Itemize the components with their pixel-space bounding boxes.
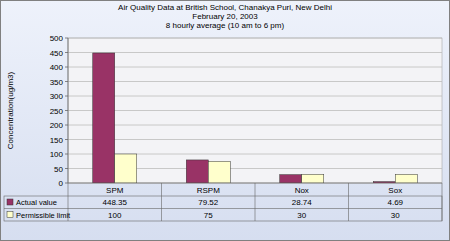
grid-line [68,38,442,39]
table-value: 30 [297,211,306,220]
grid-line [68,125,442,126]
table-frame [4,196,442,221]
grid-line [68,96,442,97]
table-line [255,183,256,221]
bar [115,154,137,183]
grid-line [68,52,442,53]
tick-label: 0 [59,179,64,188]
y-axis-label: Concentration(ug/m3) [6,71,15,149]
category-label: Sox [388,186,402,195]
legend-key [7,212,13,218]
grid-line [68,81,442,82]
bar [93,53,115,183]
table-value: 30 [391,211,400,220]
category-label: RSPM [197,186,220,195]
chart-background [1,1,450,241]
bars [93,53,418,183]
title: Air Quality Data at British School, Chan… [118,3,332,12]
category-label: Nox [295,186,309,195]
tick-mark [65,139,68,140]
tick-mark [65,168,68,169]
grid-line [68,110,442,111]
bar [186,160,208,183]
grid-line [68,139,442,140]
table-line [4,208,442,209]
bar [208,161,230,183]
legend-key [7,199,13,205]
tick-label: 350 [50,78,64,87]
chart: Air Quality Data at British School, Chan… [0,0,450,241]
bar [302,174,324,183]
tick-mark [65,67,68,68]
subtitle: 8 hourly average (10 am to 6 pm) [166,21,285,30]
table-line [348,183,349,221]
y-axis [68,38,69,183]
table-line [161,183,162,221]
legend-label: Actual value [16,198,57,207]
table-value: 28.74 [292,198,313,207]
table-value: 75 [204,211,213,220]
table-value: 448.35 [103,198,128,207]
tick-label: 150 [50,136,64,145]
tick-mark [65,183,68,184]
grid-line [68,67,442,68]
table-value: 100 [108,211,122,220]
tick-label: 250 [50,107,64,116]
tick-label: 400 [50,63,64,72]
table-value: 79.52 [198,198,219,207]
tick-label: 300 [50,92,64,101]
tick-mark [65,96,68,97]
category-label: SPM [106,186,124,195]
tick-mark [65,125,68,126]
table-line [442,183,443,221]
tick-label: 100 [50,150,64,159]
plot-area [68,38,442,183]
tick-label: 500 [50,34,64,43]
tick-mark [65,81,68,82]
bar [395,174,417,183]
bar [280,175,302,183]
tick-label: 450 [50,49,64,58]
tick-mark [65,110,68,111]
tick-mark [65,38,68,39]
tick-label: 50 [54,165,63,174]
tick-label: 200 [50,121,64,130]
table-value: 4.69 [387,198,403,207]
tick-mark [65,52,68,53]
tick-mark [65,154,68,155]
legend-label: Permissible limit [16,211,71,220]
